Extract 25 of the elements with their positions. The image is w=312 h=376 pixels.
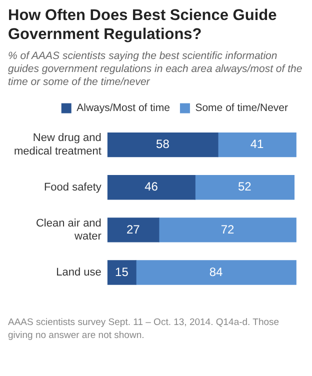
data-label: 84 [209,264,224,279]
bar [158,218,296,242]
legend-label: Always/Most of time [76,102,170,114]
bar [194,175,295,200]
data-label: 41 [250,137,264,152]
bar [107,175,196,200]
data-label: 52 [238,180,252,194]
legend-label: Some of time/Never [195,102,289,114]
data-label: 15 [115,264,129,279]
data-label: 46 [144,180,158,194]
text: AAAS scientists survey Sept. 11 – Oct. 13, 2014. Q14a-d. Those giving no answer are not shown. [8,317,280,342]
data-label: 72 [220,222,234,236]
bar [218,132,296,158]
bar [107,132,218,158]
data-label: 58 [156,137,170,152]
y-tick-label: New drug and medical treatment [14,132,102,158]
y-tick-label: Food safety [44,181,102,194]
y-tick-label: Land use [56,266,102,279]
bar [107,218,160,242]
bar [107,260,136,285]
y-tick-label: Clean air and water [36,217,102,243]
chart-subtitle: % of AAAS scientists saying the best scientific information guides government regulations in each area always/most of the time or some of the time/never [8,50,304,89]
bar [136,260,296,285]
data-label: 27 [126,222,140,236]
chart-title: How Often Does Best Science Guide Government Regulations? [8,6,278,44]
